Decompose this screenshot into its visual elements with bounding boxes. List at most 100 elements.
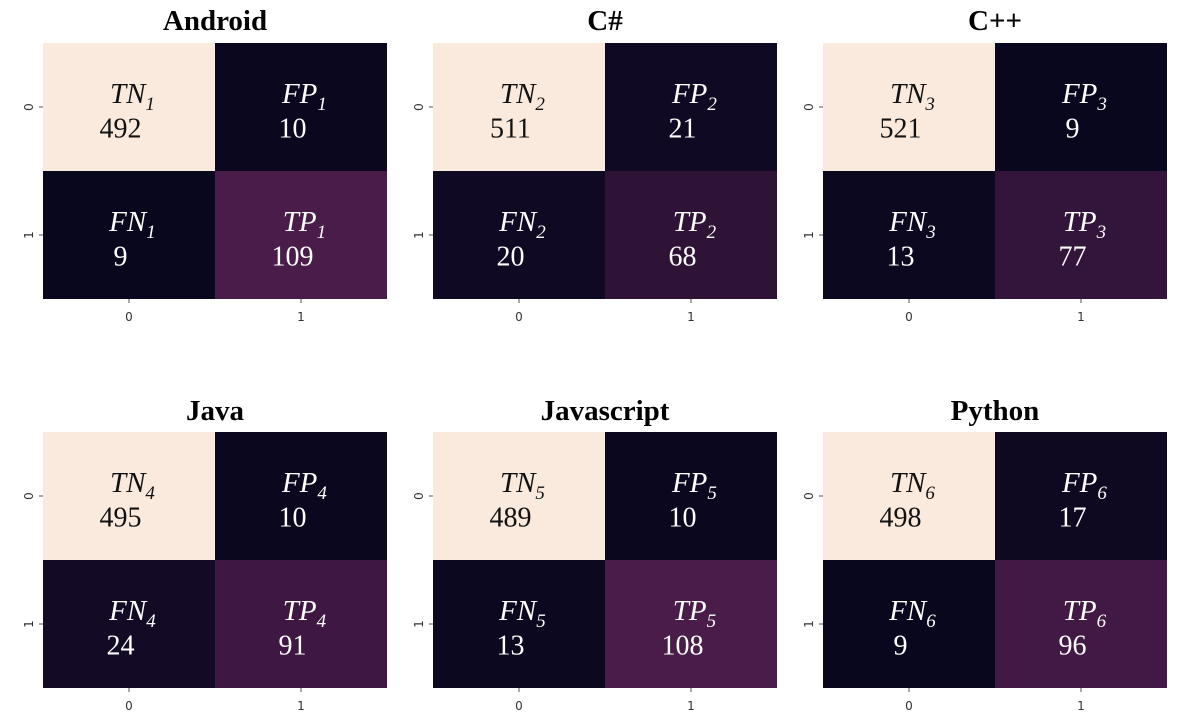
heatmap-cell bbox=[605, 43, 777, 171]
cell-label-text: FN bbox=[888, 595, 928, 627]
cell-label-subscript: 5 bbox=[707, 483, 717, 504]
cell-label-subscript: 6 bbox=[1097, 483, 1107, 504]
chart-title: Android bbox=[163, 5, 267, 37]
y-tick-label: 0 bbox=[412, 492, 426, 500]
cell-label-text: TP bbox=[673, 595, 707, 627]
x-tick-label: 1 bbox=[1077, 699, 1085, 713]
heatmap-cell bbox=[433, 171, 605, 299]
cell-value: 77 bbox=[1058, 242, 1086, 273]
cell-label-subscript: 1 bbox=[146, 222, 156, 243]
cell-label: TN3 bbox=[890, 78, 935, 115]
cell-value: 9 bbox=[893, 631, 907, 662]
heatmap-cell bbox=[433, 43, 605, 171]
heatmap-cell bbox=[995, 43, 1167, 171]
chart-title: Python bbox=[951, 395, 1040, 427]
cell-label-subscript: 3 bbox=[1096, 222, 1107, 243]
x-tick-label: 0 bbox=[905, 310, 913, 324]
cell-label-text: TN bbox=[110, 78, 147, 110]
cell-label-text: TN bbox=[110, 467, 147, 499]
cell-label-text: FN bbox=[108, 595, 148, 627]
cell-value: 511 bbox=[490, 114, 531, 145]
cell-label-text: TP bbox=[1063, 595, 1097, 627]
cell-label-subscript: 3 bbox=[1096, 94, 1107, 115]
y-tick-label: 1 bbox=[802, 620, 816, 628]
heatmap-cell bbox=[215, 43, 387, 171]
chart-title: Javascript bbox=[541, 395, 670, 427]
cell-label: TN2 bbox=[500, 78, 545, 115]
chart-title: C++ bbox=[968, 5, 1022, 37]
cell-value: 24 bbox=[106, 631, 134, 662]
cell-label-subscript: 5 bbox=[536, 611, 546, 632]
x-tick-label: 0 bbox=[125, 310, 133, 324]
cell-label: TP6 bbox=[1063, 595, 1107, 632]
cell-label-subscript: 1 bbox=[317, 222, 327, 243]
cell-label-text: TN bbox=[500, 78, 537, 110]
cell-value: 109 bbox=[271, 242, 313, 273]
cell-label-text: TN bbox=[890, 467, 927, 499]
cell-label-subscript: 4 bbox=[317, 483, 327, 504]
cell-label: FP4 bbox=[281, 467, 327, 504]
cell-label-text: TP bbox=[673, 206, 707, 238]
cell-label: FN3 bbox=[888, 206, 936, 243]
cell-label-subscript: 4 bbox=[146, 611, 156, 632]
cell-value: 13 bbox=[886, 242, 914, 273]
heatmap-cell bbox=[215, 432, 387, 560]
cell-value: 492 bbox=[99, 114, 141, 145]
cell-label: FN5 bbox=[498, 595, 546, 632]
heatmap-cell bbox=[605, 432, 777, 560]
cell-value: 9 bbox=[1065, 114, 1079, 145]
x-tick-label: 0 bbox=[515, 310, 523, 324]
heatmap-cell bbox=[43, 432, 215, 560]
heatmap-cell bbox=[823, 171, 995, 299]
y-tick-label: 1 bbox=[412, 620, 426, 628]
x-tick-label: 1 bbox=[687, 699, 695, 713]
cell-value: 13 bbox=[496, 631, 524, 662]
cell-label-subscript: 2 bbox=[707, 222, 717, 243]
x-tick-label: 1 bbox=[687, 310, 695, 324]
cell-label: FN1 bbox=[108, 206, 156, 243]
y-tick-label: 1 bbox=[22, 620, 36, 628]
x-tick-label: 0 bbox=[905, 699, 913, 713]
cell-value: 495 bbox=[99, 503, 141, 534]
cell-label-subscript: 2 bbox=[536, 222, 546, 243]
cell-label: TN5 bbox=[500, 467, 545, 504]
cell-label: FP3 bbox=[1061, 78, 1107, 115]
cell-value: 17 bbox=[1058, 503, 1086, 534]
cell-label-text: FP bbox=[671, 78, 707, 110]
y-tick-label: 1 bbox=[412, 231, 426, 239]
heatmap-cell bbox=[433, 432, 605, 560]
y-tick-label: 0 bbox=[802, 103, 816, 111]
cell-label-subscript: 2 bbox=[707, 94, 717, 115]
heatmap-cell bbox=[605, 171, 777, 299]
cell-value: 96 bbox=[1058, 631, 1086, 662]
cell-label-subscript: 6 bbox=[925, 483, 935, 504]
cell-label-text: TN bbox=[890, 78, 927, 110]
cell-value: 21 bbox=[668, 114, 696, 145]
cell-label: FN6 bbox=[888, 595, 936, 632]
y-tick-label: 0 bbox=[412, 103, 426, 111]
cell-value: 10 bbox=[278, 114, 306, 145]
x-tick-label: 1 bbox=[297, 310, 305, 324]
cell-label-subscript: 4 bbox=[145, 483, 155, 504]
cell-value: 489 bbox=[489, 503, 531, 534]
heatmap-cell bbox=[823, 560, 995, 688]
cell-label: FN4 bbox=[108, 595, 156, 632]
cell-label-subscript: 5 bbox=[535, 483, 545, 504]
cell-label-subscript: 2 bbox=[535, 94, 545, 115]
cell-label: TP2 bbox=[673, 206, 717, 243]
cell-label-text: FP bbox=[1061, 467, 1097, 499]
cell-label-subscript: 1 bbox=[145, 94, 155, 115]
cell-label: FP1 bbox=[281, 78, 327, 115]
cell-label: TP1 bbox=[283, 206, 326, 243]
x-tick-label: 0 bbox=[515, 699, 523, 713]
heatmap-cell bbox=[215, 560, 387, 688]
cell-value: 498 bbox=[879, 503, 921, 534]
cell-value: 521 bbox=[879, 114, 921, 145]
cell-label: TP3 bbox=[1063, 206, 1106, 243]
cell-label-text: FP bbox=[671, 467, 707, 499]
cell-label-text: FP bbox=[1061, 78, 1097, 110]
cell-label: FP5 bbox=[671, 467, 717, 504]
y-tick-label: 1 bbox=[802, 231, 816, 239]
